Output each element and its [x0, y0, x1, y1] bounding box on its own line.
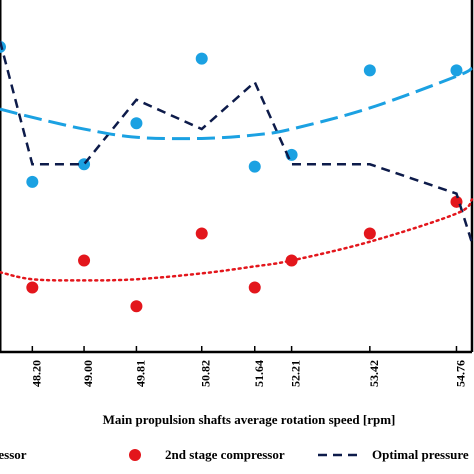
series-layer — [0, 40, 474, 313]
data-point — [363, 64, 376, 77]
x-tick-label: 54.76 — [453, 360, 467, 387]
series-line — [0, 40, 474, 244]
data-point — [363, 227, 376, 240]
x-tick-label: 48.20 — [29, 360, 43, 387]
data-point — [195, 52, 208, 65]
data-point — [195, 227, 208, 240]
data-point — [130, 300, 143, 313]
legend-swatch — [129, 449, 141, 461]
trend-line-4 — [0, 198, 474, 282]
data-point — [450, 64, 463, 77]
x-tick-label: 50.82 — [199, 360, 213, 387]
x-ticks — [31, 346, 458, 352]
series-optimal-pressure — [0, 40, 474, 244]
x-axis-title: Main propulsion shafts average rotation … — [103, 412, 396, 427]
legend-item-optimal-pressure: Optimal pressure — [318, 447, 469, 462]
legend-label: Optimal pressure — [372, 447, 469, 462]
legend-label: 1st stage compressor — [0, 447, 27, 462]
x-tick-labels: 48.20 49.00 49.81 50.82 51.64 52.21 53.42 54.76 — [29, 360, 467, 387]
trend-line-3 — [0, 66, 473, 141]
legend-label: 2nd stage compressor — [165, 447, 285, 462]
x-tick-label: 49.00 — [81, 360, 95, 387]
legend: 1st stage compressor 2nd stage compressor… — [0, 447, 469, 462]
data-point — [248, 160, 261, 173]
series-2nd-stage-compressor — [26, 195, 463, 313]
data-point — [130, 117, 143, 130]
x-tick-label: 49.81 — [133, 360, 147, 387]
x-tick-label: 52.21 — [289, 360, 303, 387]
legend-item-2nd-stage-compressor: 2nd stage compressor — [129, 447, 285, 462]
legend-item-1st-stage-compressor: 1st stage compressor — [0, 447, 27, 462]
series-1st-stage-compressor — [0, 40, 463, 188]
x-tick-label: 51.64 — [252, 360, 266, 387]
data-point — [26, 281, 39, 294]
data-point — [26, 175, 39, 188]
data-point — [78, 254, 91, 267]
trend-path — [0, 198, 474, 282]
plot-axes — [0, 0, 474, 354]
x-tick-label: 53.42 — [367, 360, 381, 387]
trend-path — [0, 66, 473, 141]
data-point — [248, 281, 261, 294]
